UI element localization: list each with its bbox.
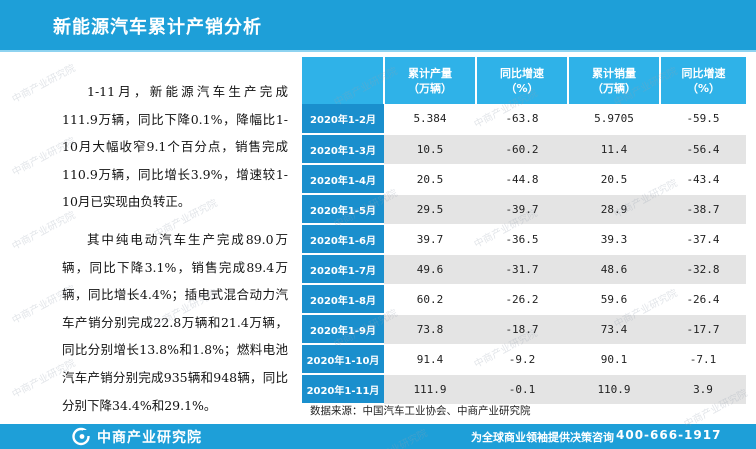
table-row: 2020年1-2月 5.384 -63.8 5.9705 -59.5	[302, 104, 746, 135]
table-row: 2020年1-5月 29.5 -39.7 28.9 -38.7	[302, 194, 746, 225]
row-period-label: 2020年1-10月	[302, 344, 384, 375]
cell-production: 111.9	[384, 374, 476, 405]
column-header-sales-growth: 同比增速 （%）	[660, 57, 746, 104]
cell-sales-growth: 3.9	[660, 374, 746, 405]
cell-sales: 39.3	[568, 224, 660, 255]
footer-phone: 400-666-1917	[616, 428, 722, 442]
header-divider	[0, 50, 756, 52]
column-header-line: 累计产量	[408, 66, 452, 80]
page-title: 新能源汽车累计产销分析	[53, 17, 262, 38]
table-row: 2020年1-4月 20.5 -44.8 20.5 -43.4	[302, 164, 746, 195]
row-period-label: 2020年1-11月	[302, 374, 384, 405]
row-period-label: 2020年1-6月	[302, 224, 384, 255]
cell-production: 39.7	[384, 224, 476, 255]
cell-production: 5.384	[384, 104, 476, 135]
cell-production: 91.4	[384, 344, 476, 375]
logo-text: 中商产业研究院	[97, 429, 202, 446]
cell-production: 73.8	[384, 314, 476, 345]
analysis-text: 1-11月，新能源汽车生产完成111.9万辆，同比下降0.1%，降幅比1-10月…	[62, 78, 288, 419]
column-header-production-growth: 同比增速 （%）	[476, 57, 569, 104]
cell-sales-growth: -38.7	[660, 194, 746, 225]
table-row: 2020年1-3月 10.5 -60.2 11.4 -56.4	[302, 134, 746, 165]
column-header-line: 累计销量	[592, 66, 636, 80]
table-body: 2020年1-2月 5.384 -63.8 5.9705 -59.5 2020年1-3月 1…	[302, 104, 746, 405]
cell-sales: 48.6	[568, 254, 660, 285]
cell-sales: 59.6	[568, 284, 660, 315]
cell-production: 60.2	[384, 284, 476, 315]
cell-production: 29.5	[384, 194, 476, 225]
table-row: 2020年1-10月 91.4 -9.2 90.1 -7.1	[302, 344, 746, 375]
cell-sales-growth: -7.1	[660, 344, 746, 375]
row-period-label: 2020年1-7月	[302, 254, 384, 285]
table-header-row: 累计产量 （万辆） 同比增速 （%） 累计销量 （万辆） 同比增速 （%）	[302, 57, 746, 104]
cell-sales: 90.1	[568, 344, 660, 375]
cell-sales: 73.4	[568, 314, 660, 345]
cell-production-growth: -44.8	[476, 164, 568, 195]
table-row: 2020年1-6月 39.7 -36.5 39.3 -37.4	[302, 224, 746, 255]
cell-sales: 28.9	[568, 194, 660, 225]
cell-production-growth: -63.8	[476, 104, 568, 135]
table-row: 2020年1-9月 73.8 -18.7 73.4 -17.7	[302, 314, 746, 345]
cell-sales: 11.4	[568, 134, 660, 165]
table-row: 2020年1-11月 111.9 -0.1 110.9 3.9	[302, 374, 746, 405]
footer-bar: 中商产业研究院 为全球商业领袖提供决策咨询 400-666-1917	[0, 424, 756, 449]
cell-sales: 110.9	[568, 374, 660, 405]
cell-sales-growth: -37.4	[660, 224, 746, 255]
column-header-line: 同比增速	[681, 66, 726, 80]
cell-sales-growth: -32.8	[660, 254, 746, 285]
row-period-label: 2020年1-5月	[302, 194, 384, 225]
cell-production-growth: -18.7	[476, 314, 568, 345]
cell-sales-growth: -43.4	[660, 164, 746, 195]
column-header-line: （万辆）	[408, 81, 452, 95]
data-source-note: 数据来源：中国汽车工业协会、中商产业研究院	[310, 405, 531, 417]
paragraph-summary: 1-11月，新能源汽车生产完成111.9万辆，同比下降0.1%，降幅比1-10月…	[62, 84, 288, 210]
table-row: 2020年1-7月 49.6 -31.7 48.6 -32.8	[302, 254, 746, 285]
cell-production-growth: -31.7	[476, 254, 568, 285]
cell-production: 20.5	[384, 164, 476, 195]
row-period-label: 2020年1-9月	[302, 314, 384, 345]
row-period-label: 2020年1-2月	[302, 104, 384, 135]
table-row: 2020年1-8月 60.2 -26.2 59.6 -26.4	[302, 284, 746, 315]
column-header-line: 同比增速	[500, 66, 544, 80]
cell-production-growth: -36.5	[476, 224, 568, 255]
cell-sales-growth: -59.5	[660, 104, 746, 135]
cell-production-growth: -0.1	[476, 374, 568, 405]
company-logo: 中商产业研究院	[72, 427, 202, 446]
paragraph-breakdown: 其中纯电动汽车生产完成89.0万辆，同比下降3.1%，销售完成89.4万辆，同比…	[62, 231, 288, 413]
data-table: 累计产量 （万辆） 同比增速 （%） 累计销量 （万辆） 同比增速 （%） 2020年1…	[302, 57, 746, 405]
column-header-production: 累计产量 （万辆）	[384, 57, 477, 104]
row-period-label: 2020年1-4月	[302, 164, 384, 195]
cell-production-growth: -9.2	[476, 344, 568, 375]
cell-sales-growth: -26.4	[660, 284, 746, 315]
cell-production-growth: -60.2	[476, 134, 568, 165]
header-bar: 新能源汽车累计产销分析	[0, 0, 756, 52]
column-header-sales: 累计销量 （万辆）	[568, 57, 661, 104]
row-period-label: 2020年1-8月	[302, 284, 384, 315]
column-header-line: （%）	[505, 81, 539, 95]
zhongshang-logo-icon	[72, 427, 92, 446]
cell-production-growth: -26.2	[476, 284, 568, 315]
column-header-line: （万辆）	[592, 81, 636, 95]
footer-slogan: 为全球商业领袖提供决策咨询	[471, 431, 614, 444]
column-header-line: （%）	[686, 81, 721, 95]
cell-production: 10.5	[384, 134, 476, 165]
column-header-period	[302, 57, 385, 104]
cell-sales-growth: -17.7	[660, 314, 746, 345]
row-period-label: 2020年1-3月	[302, 134, 384, 165]
cell-production: 49.6	[384, 254, 476, 285]
cell-production-growth: -39.7	[476, 194, 568, 225]
cell-sales: 20.5	[568, 164, 660, 195]
cell-sales-growth: -56.4	[660, 134, 746, 165]
cell-sales: 5.9705	[568, 104, 660, 135]
